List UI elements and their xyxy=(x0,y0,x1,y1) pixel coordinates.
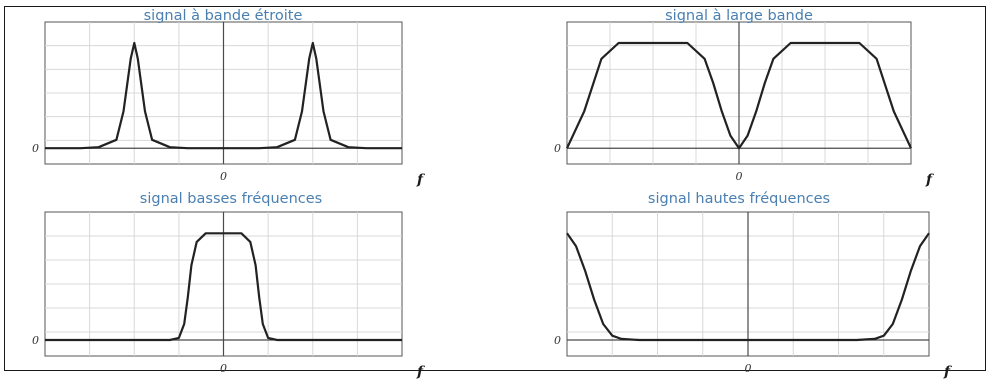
x-axis-label: f xyxy=(925,172,935,188)
series-line-1 xyxy=(566,232,930,342)
chart-panel-3: signal basses fréquences 0 0 f xyxy=(32,191,426,380)
x-axis-label: f xyxy=(416,364,426,380)
x-axis-label: f xyxy=(416,172,426,188)
x-tick-label: 0 xyxy=(745,362,752,375)
chart-panel-2: signal à large bande 0 0 f xyxy=(554,8,935,188)
series-line-1 xyxy=(566,41,912,150)
chart-panel-4: signal hautes fréquences 0 0 f xyxy=(554,191,953,380)
chart-title: signal basses fréquences xyxy=(140,191,322,207)
x-axis-label: f xyxy=(943,364,953,380)
x-tick-label: 0 xyxy=(736,170,743,183)
y-tick-label: 0 xyxy=(554,142,561,155)
series-line-1 xyxy=(45,41,402,150)
figure-frame xyxy=(4,6,986,371)
x-tick-label: 0 xyxy=(220,362,227,375)
chart-title: signal à large bande xyxy=(665,8,813,24)
y-tick-label: 0 xyxy=(32,142,39,155)
y-tick-label: 0 xyxy=(32,334,39,347)
chart-title: signal à bande étroite xyxy=(144,8,303,24)
series-line-1 xyxy=(45,232,402,342)
chart-title: signal hautes fréquences xyxy=(648,191,830,207)
y-tick-label: 0 xyxy=(554,334,561,347)
x-tick-label: 0 xyxy=(220,170,227,183)
chart-panel-1: signal à bande étroite 0 0 f xyxy=(32,8,426,188)
